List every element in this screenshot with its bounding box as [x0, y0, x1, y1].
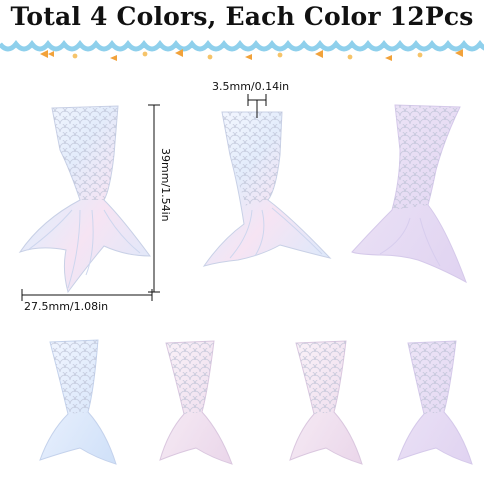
mermaid-tail-large-3 [351, 104, 467, 284]
height-dimension [148, 104, 160, 293]
mermaid-tail-large-1 [18, 105, 151, 294]
decorative-wave-band [0, 40, 484, 61]
mermaid-tail-small-3 [289, 340, 363, 465]
fish-icons [40, 49, 463, 61]
mermaid-tail-small-4 [397, 340, 473, 465]
width-dimension [21, 289, 153, 301]
wave-pattern [0, 40, 484, 52]
mermaid-tail-small-2 [159, 340, 233, 465]
width-label: 27.5mm/1.08in [24, 300, 109, 313]
mermaid-tail-large-2 [202, 111, 332, 267]
height-label: 39mm/1.54in [159, 148, 172, 222]
thickness-dimension [247, 94, 267, 118]
mermaid-tail-small-1 [39, 339, 117, 465]
thickness-label: 3.5mm/0.14in [212, 80, 290, 93]
product-illustration [18, 94, 473, 465]
page-title: Total 4 Colors, Each Color 12Pcs [10, 2, 474, 31]
